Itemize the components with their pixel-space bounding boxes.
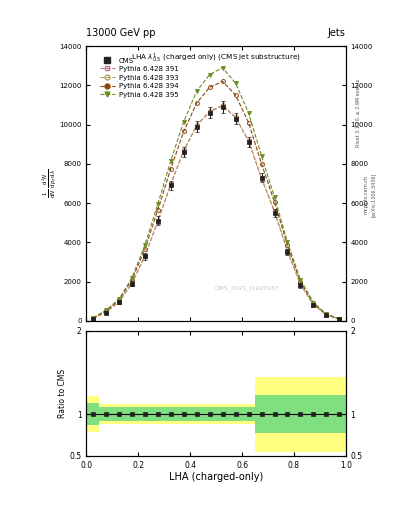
Legend: CMS, Pythia 6.428 391, Pythia 6.428 393, Pythia 6.428 394, Pythia 6.428 395: CMS, Pythia 6.428 391, Pythia 6.428 393,…: [98, 55, 180, 100]
Y-axis label: Ratio to CMS: Ratio to CMS: [58, 369, 67, 418]
Text: Jets: Jets: [328, 28, 346, 38]
X-axis label: LHA (charged-only): LHA (charged-only): [169, 472, 263, 482]
Text: 13000 GeV pp: 13000 GeV pp: [86, 28, 156, 38]
Text: [arXiv:1306.3436]: [arXiv:1306.3436]: [371, 173, 376, 217]
Text: mcplots.cern.ch: mcplots.cern.ch: [364, 175, 369, 214]
Y-axis label: $\frac{1}{\mathrm{d}N}$ $\frac{\mathrm{d}^2N}{\mathrm{d}p_T\,\mathrm{d}\lambda}$: $\frac{1}{\mathrm{d}N}$ $\frac{\mathrm{d…: [40, 169, 58, 198]
Text: CMS_2021_I1920187: CMS_2021_I1920187: [215, 285, 280, 291]
Text: Rivet 3.1.10, ≥ 2.9M events: Rivet 3.1.10, ≥ 2.9M events: [356, 78, 361, 147]
Text: LHA $\lambda^{1}_{0.5}$ (charged only) (CMS jet substructure): LHA $\lambda^{1}_{0.5}$ (charged only) (…: [131, 52, 301, 65]
